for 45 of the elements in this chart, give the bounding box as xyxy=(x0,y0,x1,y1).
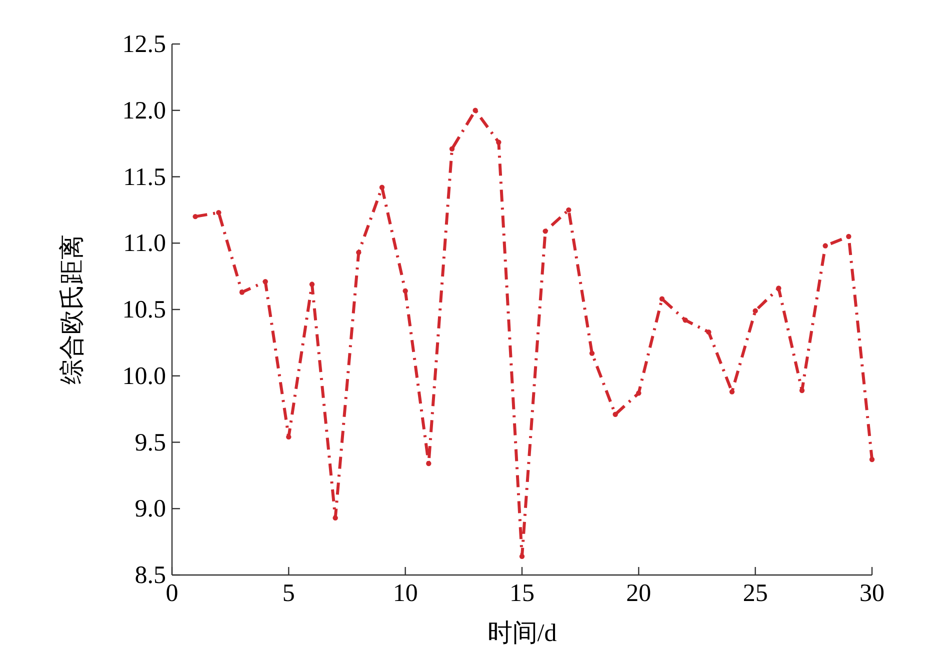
point xyxy=(192,214,198,220)
point xyxy=(216,210,222,216)
point xyxy=(356,250,362,256)
point xyxy=(449,146,455,152)
point xyxy=(846,234,852,240)
x-tick-label: 0 xyxy=(166,580,178,607)
point xyxy=(542,228,548,234)
point xyxy=(682,318,688,323)
point xyxy=(309,282,315,287)
x-tick-label: 5 xyxy=(282,580,295,607)
point xyxy=(426,460,432,466)
point xyxy=(566,207,572,213)
point xyxy=(729,389,735,394)
y-tick-label: 11.0 xyxy=(123,230,166,258)
point xyxy=(262,279,268,284)
x-tick-label: 30 xyxy=(860,580,884,607)
point xyxy=(496,140,502,145)
y-tick-label: 10.5 xyxy=(122,296,166,324)
y-tick-label: 12.5 xyxy=(122,31,166,58)
point xyxy=(822,243,828,248)
x-tick-label: 25 xyxy=(742,580,768,607)
point xyxy=(752,308,758,314)
point xyxy=(379,184,385,190)
point xyxy=(869,456,875,462)
y-axis-title: 综合欧氏距离 xyxy=(58,234,86,384)
point xyxy=(659,296,665,302)
point xyxy=(472,108,478,113)
point xyxy=(589,350,595,356)
y-tick-label: 12.0 xyxy=(122,97,166,124)
point xyxy=(612,412,618,417)
point xyxy=(332,515,338,521)
point xyxy=(776,286,782,291)
y-tick-label: 9.5 xyxy=(134,429,166,456)
y-tick-label: 9.0 xyxy=(134,496,166,523)
point xyxy=(706,329,712,335)
point xyxy=(239,290,245,295)
x-tick-label: 20 xyxy=(626,580,652,607)
point xyxy=(402,288,408,294)
y-tick-label: 11.5 xyxy=(123,164,166,191)
x-axis-title: 时间/d xyxy=(487,620,558,647)
x-tick-label: 10 xyxy=(392,580,418,607)
y-tick-label: 8.5 xyxy=(134,562,166,589)
y-tick-label: 10.0 xyxy=(122,362,166,390)
x-tick-label: 15 xyxy=(510,580,534,607)
point xyxy=(636,390,642,396)
